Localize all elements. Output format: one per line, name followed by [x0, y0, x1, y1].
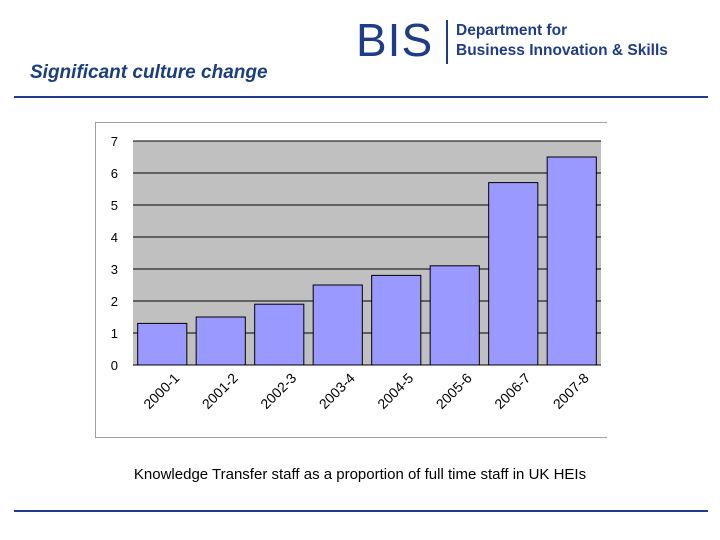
bar [546, 156, 597, 366]
x-tick-label: 2003-4 [316, 370, 358, 412]
footer-divider [14, 510, 708, 512]
bar [488, 182, 539, 366]
y-tick-label: 3 [111, 262, 118, 277]
y-tick-label: 1 [111, 326, 118, 341]
x-tick-label: 2006-7 [491, 370, 533, 412]
y-tick-label: 7 [111, 134, 118, 149]
bar [312, 284, 363, 366]
y-tick-label: 2 [111, 294, 118, 309]
header-divider [14, 96, 708, 98]
y-tick-label: 4 [111, 230, 118, 245]
slide-title: Significant culture change [30, 62, 268, 83]
logo-department-line: Department for [456, 22, 568, 39]
logo-department-name: Business Innovation & Skills [456, 42, 668, 59]
chart-caption: Knowledge Transfer staff as a proportion… [133, 466, 587, 483]
y-tick-label: 6 [111, 166, 118, 181]
chart-frame: 0 1 2 3 4 5 6 7 2000-1 2001-2 2002-3 2003-4 2004-5 20… [95, 122, 607, 438]
y-tick-label: 0 [111, 358, 118, 373]
bar [254, 303, 305, 366]
x-tick-label: 2007-8 [550, 370, 592, 412]
x-tick-label: 2004-5 [374, 370, 416, 412]
bis-logo: BIS Department for Business Innovation &… [356, 14, 696, 70]
bar [195, 316, 246, 366]
logo-acronym: BIS [356, 14, 434, 66]
bar [137, 322, 188, 366]
logo-divider [446, 20, 448, 64]
bar [371, 274, 422, 366]
x-tick-label: 2005-6 [433, 370, 475, 412]
y-tick-label: 5 [111, 198, 118, 213]
bar [429, 265, 480, 366]
x-tick-label: 2000-1 [140, 370, 182, 412]
x-tick-label: 2002-3 [257, 370, 299, 412]
bar-chart: 0 1 2 3 4 5 6 7 2000-1 2001-2 2002-3 2003-4 2004-5 20… [111, 134, 601, 412]
x-tick-label: 2001-2 [199, 370, 241, 412]
